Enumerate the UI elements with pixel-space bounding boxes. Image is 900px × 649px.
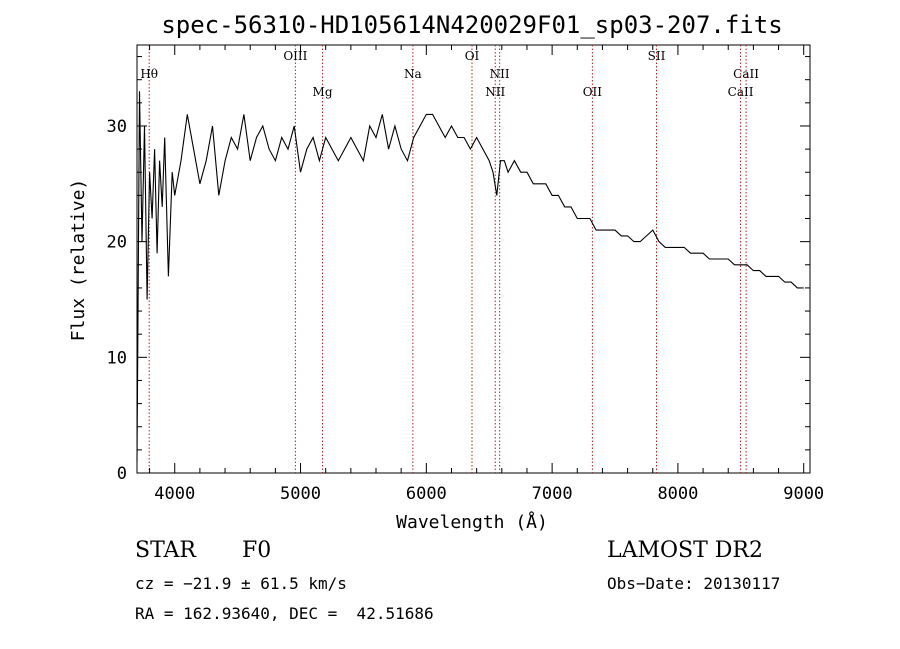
line-marker-label: NII: [490, 67, 510, 81]
line-marker-label: SII: [648, 49, 666, 63]
line-marker-label: OIII: [283, 49, 307, 63]
line-marker-label: Mg: [313, 85, 333, 99]
x-tick-label: 8000: [657, 484, 698, 504]
redshift-label: cz = −21.9 ± 61.5 km/s: [135, 574, 347, 593]
class-label: STAR: [135, 538, 196, 563]
x-tick-label: 9000: [783, 484, 824, 504]
chart-title: spec-56310-HD105614N420029F01_sp03-207.f…: [161, 11, 782, 39]
survey-label: LAMOST DR2: [607, 538, 763, 563]
x-tick-label: 6000: [406, 484, 447, 504]
line-marker-label: OII: [583, 85, 603, 99]
x-tick-label: 7000: [532, 484, 573, 504]
y-tick-label: 10: [107, 348, 127, 368]
y-tick-label: 0: [117, 464, 127, 484]
line-marker-label: OI: [465, 49, 480, 63]
line-marker-label: CaII: [728, 85, 754, 99]
spectrum-chart: spec-56310-HD105614N420029F01_sp03-207.f…: [68, 11, 824, 533]
y-tick-label: 20: [107, 233, 127, 253]
line-marker-label: Na: [404, 67, 422, 81]
y-axis-label: Flux (relative): [68, 179, 89, 342]
line-marker-label: CaII: [733, 67, 759, 81]
axis-ticks: 4000 5000 6000 7000 8000 9000 0 10 20 30: [107, 45, 824, 504]
x-tick-label: 4000: [154, 484, 195, 504]
plot-frame: [136, 44, 811, 474]
subclass-label: F0: [242, 538, 272, 563]
emission-line-markers: Hθ OIII Mg Na OI NII NII OII SII CaII CaII: [140, 45, 759, 473]
x-axis-label: Wavelength (Å): [396, 511, 548, 533]
line-marker-label: NII: [485, 85, 505, 99]
y-tick-label: 30: [107, 117, 127, 137]
spectrum-line: [136, 91, 804, 462]
x-tick-label: 5000: [280, 484, 321, 504]
radec-label: RA = 162.93640, DEC = 42.51686: [135, 604, 434, 623]
obs-date-label: Obs−Date: 20130117: [607, 574, 781, 593]
line-marker-label: Hθ: [140, 67, 158, 81]
